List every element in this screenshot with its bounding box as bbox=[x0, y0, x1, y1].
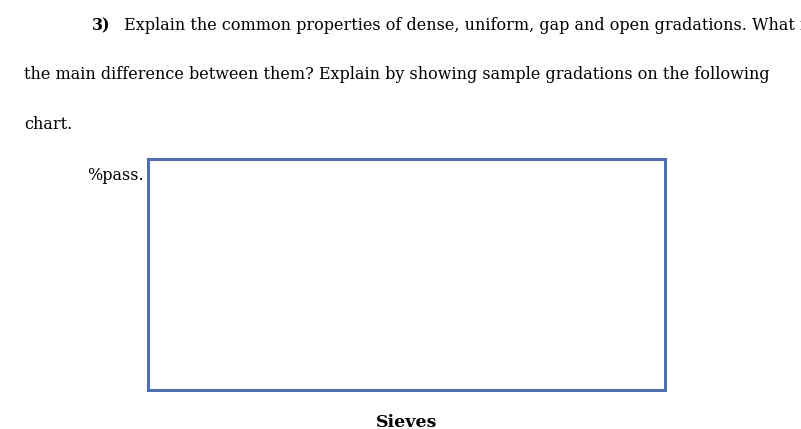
Text: the main difference between them? Explain by showing sample gradations on the fo: the main difference between them? Explai… bbox=[24, 66, 770, 84]
Text: chart.: chart. bbox=[24, 116, 72, 133]
Text: Sieves: Sieves bbox=[376, 414, 437, 429]
Text: 3): 3) bbox=[92, 17, 111, 34]
Text: %pass.: %pass. bbox=[87, 167, 144, 184]
Text: Explain the common properties of dense, uniform, gap and open gradations. What i: Explain the common properties of dense, … bbox=[119, 17, 801, 34]
